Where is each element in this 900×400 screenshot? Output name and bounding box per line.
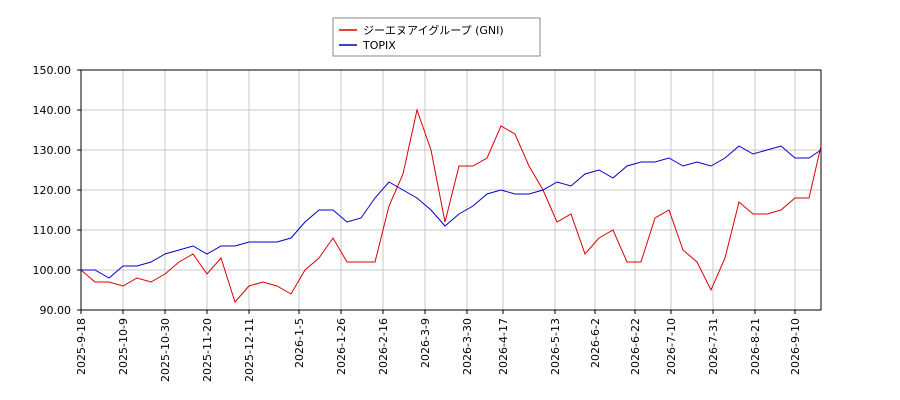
x-tick-label: 2026-7-10 [665, 318, 678, 375]
y-tick-label: 90.00 [40, 304, 72, 317]
x-tick-label: 2025-12-11 [243, 318, 256, 382]
y-tick-label: 100.00 [33, 264, 72, 277]
x-tick-label: 2025-11-20 [201, 318, 214, 382]
x-tick-label: 2026-1-5 [293, 318, 306, 368]
legend-box [332, 17, 541, 57]
x-tick-label: 2026-1-26 [335, 318, 348, 375]
x-tick-label: 2025-10-9 [117, 318, 130, 375]
y-tick-label: 110.00 [33, 224, 72, 237]
y-tick-label: 130.00 [33, 144, 72, 157]
x-tick-label: 2026-3-9 [419, 318, 432, 368]
series-line [81, 145, 822, 279]
x-tick-label: 2026-6-2 [589, 318, 602, 368]
x-tick-label: 2026-7-31 [707, 318, 720, 375]
legend-label: ジーエヌアイグループ (GNI) [363, 23, 504, 37]
x-tick-label: 2026-4-17 [497, 318, 510, 375]
x-tick-label: 2026-3-30 [461, 318, 474, 375]
x-tick-label: 2026-2-16 [377, 318, 390, 375]
y-tick-label: 140.00 [33, 104, 72, 117]
y-tick-label: 120.00 [33, 184, 72, 197]
x-tick-label: 2026-5-13 [549, 318, 562, 375]
x-tick-label: 2025-9-18 [75, 318, 88, 375]
series-line [80, 108, 822, 303]
x-tick-label: 2026-6-22 [629, 318, 642, 375]
legend: ジーエヌアイグループ (GNI) TOPIX [332, 17, 541, 57]
x-tick-label: 2025-10-30 [159, 318, 172, 382]
x-tick-label: 2026-9-10 [789, 318, 802, 375]
y-tick-label: 150.00 [33, 64, 72, 77]
x-tick-label: 2026-8-21 [749, 318, 762, 375]
legend-label: TOPIX [362, 39, 396, 52]
